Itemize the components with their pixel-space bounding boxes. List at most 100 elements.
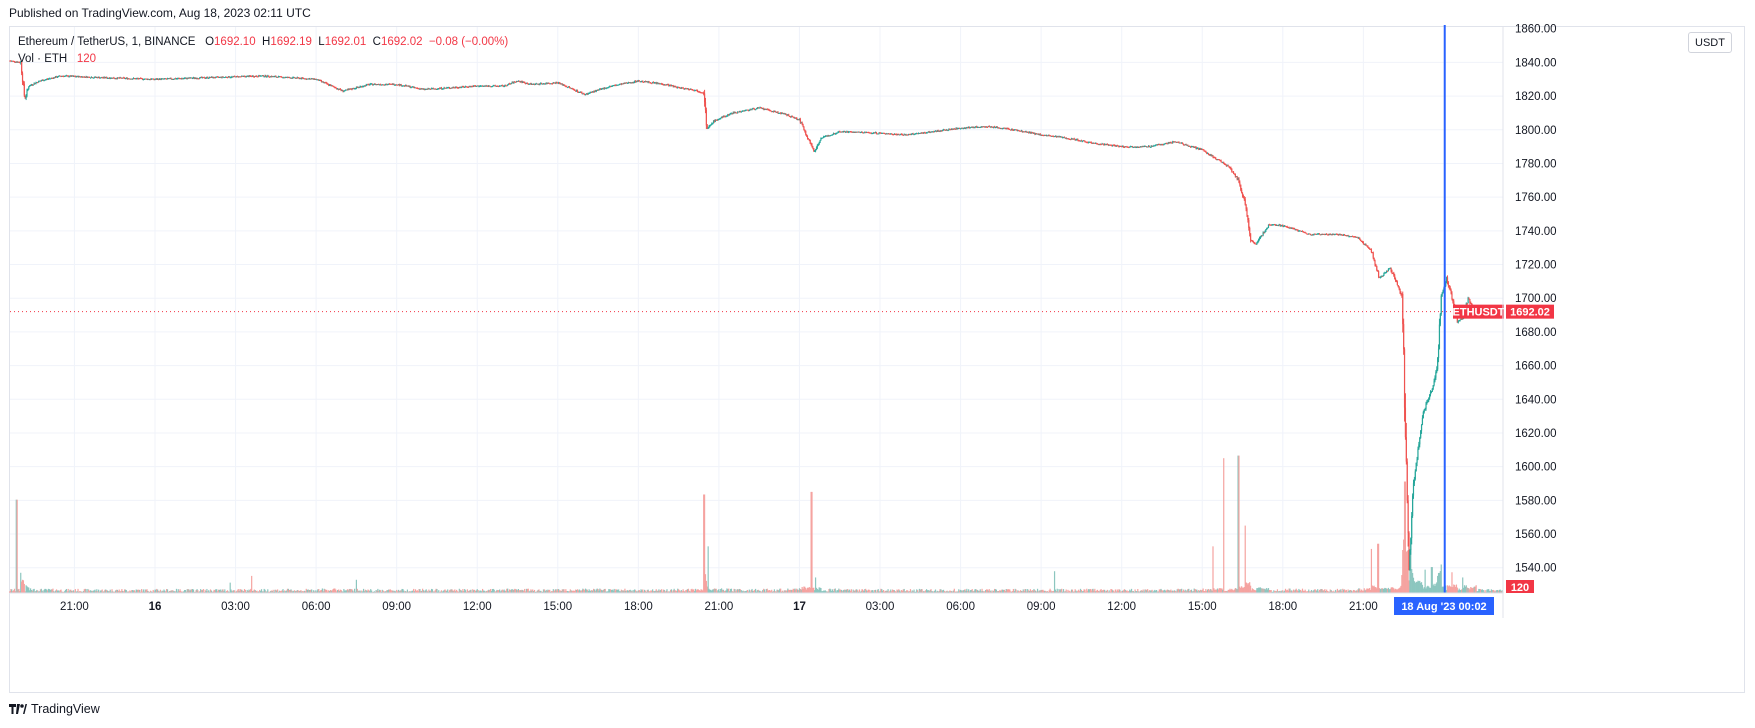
volume-bar [1454, 585, 1456, 593]
volume-bar [106, 590, 109, 593]
volume-bar [1084, 589, 1086, 593]
candle-body [788, 114, 790, 117]
volume-bar [592, 588, 595, 593]
candle-body [668, 84, 670, 86]
volume-bar [49, 589, 51, 593]
candle-body [416, 87, 418, 89]
volume-bar [840, 589, 842, 593]
volume-bar [774, 591, 776, 593]
candle-body [183, 78, 186, 80]
candle-body [1242, 195, 1245, 198]
candle-body [264, 75, 266, 77]
candle-body [12, 60, 14, 62]
candle-body [662, 84, 665, 86]
candle-body [77, 75, 79, 78]
candle-body [1165, 143, 1168, 145]
candle-body [881, 132, 883, 134]
volume-bar [1499, 589, 1501, 593]
volume-bar [240, 589, 242, 593]
volume-bar [287, 588, 289, 593]
volume-bar [831, 590, 833, 593]
candle-body [1142, 146, 1144, 148]
volume-bar [999, 589, 1001, 593]
candle-body [1323, 233, 1325, 235]
volume-bar [262, 591, 264, 593]
candle-body [805, 131, 807, 135]
volume-bar [282, 589, 284, 593]
volume-bar [1311, 591, 1313, 593]
volume-bar [865, 590, 868, 593]
volume-bar [362, 588, 365, 593]
volume-bar [409, 591, 411, 593]
volume-bar [1160, 588, 1162, 593]
volume-bar [1274, 590, 1276, 593]
candle-body [663, 84, 665, 86]
volume-bar [470, 589, 472, 593]
candle-body [973, 127, 975, 129]
volume-bar [1463, 585, 1466, 593]
candle-body [382, 84, 384, 86]
volume-bar [541, 591, 544, 593]
candle-body [766, 109, 768, 111]
volume-bar [540, 590, 542, 593]
volume-bar [1305, 591, 1307, 593]
volume-bar [529, 590, 531, 593]
candle-body [1433, 381, 1435, 386]
volume-bar [111, 589, 113, 593]
volume-bar [1019, 590, 1022, 593]
volume-bar [496, 589, 498, 593]
candle-body [1442, 290, 1444, 294]
candle-body [1339, 234, 1341, 236]
volume-bar [345, 590, 347, 593]
volume-bar [1421, 584, 1424, 593]
candle-body [1381, 276, 1383, 278]
volume-bar [679, 591, 682, 593]
volume-bar [241, 589, 243, 593]
candle-body [149, 79, 151, 81]
volume-bar [1480, 589, 1483, 593]
candle-body [117, 77, 119, 79]
volume-bar [473, 590, 475, 593]
volume-bar [1380, 588, 1382, 593]
volume-bar [1402, 549, 1404, 593]
volume-bar [971, 589, 973, 593]
candle-body [793, 117, 795, 119]
candle-body [203, 77, 205, 79]
volume-bar [724, 590, 726, 593]
candle-body [703, 93, 705, 95]
volume-bar [198, 591, 200, 593]
candle-body [976, 127, 979, 129]
volume-bar [937, 591, 939, 593]
candle-body [116, 77, 119, 79]
volume-bar [1020, 590, 1023, 593]
volume-bar [1419, 580, 1421, 593]
candle-body [89, 77, 92, 79]
volume-bar [575, 589, 578, 593]
candle-body [439, 87, 442, 89]
volume-bar [1220, 588, 1222, 593]
volume-bar [760, 591, 762, 593]
candle-body [695, 90, 697, 92]
candle-body [244, 76, 247, 78]
volume-bar [1318, 589, 1321, 593]
volume-bar [654, 590, 656, 593]
volume-bar [1399, 587, 1401, 593]
volume-bar [325, 589, 327, 593]
volume-bar [580, 590, 582, 593]
volume-bar [347, 590, 349, 593]
candle-body [713, 120, 716, 122]
candle-body [1401, 293, 1403, 295]
candle-body [891, 133, 893, 135]
candle-body [434, 88, 436, 90]
candle-body [1082, 140, 1084, 142]
volume-bar [239, 589, 241, 593]
volume-bar [342, 591, 344, 593]
candle-body [896, 134, 898, 136]
volume-bar [374, 591, 376, 593]
candle-body [876, 133, 878, 135]
volume-bar [685, 590, 687, 593]
candle-body [604, 87, 606, 89]
candle-body [673, 86, 675, 88]
volume-bar [192, 589, 195, 593]
